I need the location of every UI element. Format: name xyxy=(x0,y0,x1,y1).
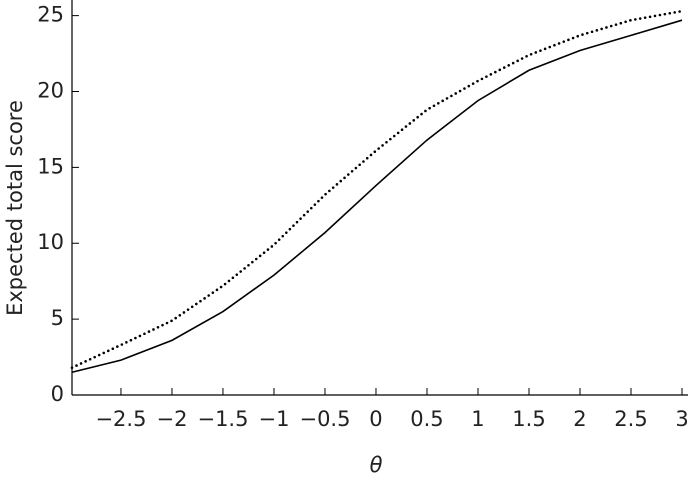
x-tick-label: 1.5 xyxy=(512,407,545,431)
x-tick-label: −2.5 xyxy=(95,407,146,431)
y-axis-label: Expected total score xyxy=(3,100,27,316)
x-tick-label: −2 xyxy=(156,407,187,431)
y-tick-label: 5 xyxy=(51,306,64,330)
x-tick-label: −0.5 xyxy=(299,407,350,431)
x-tick-label: −1.5 xyxy=(197,407,248,431)
x-tick-label: 2.5 xyxy=(614,407,647,431)
x-tick-label: 0.5 xyxy=(410,407,443,431)
line-series xyxy=(70,9,684,369)
line-series xyxy=(71,19,683,374)
y-tick-label: 20 xyxy=(37,78,64,102)
x-tick-label: 3 xyxy=(675,407,688,431)
y-tick-label: 25 xyxy=(37,3,64,27)
x-axis-label: θ xyxy=(370,453,383,477)
x-tick-label: 1 xyxy=(471,407,484,431)
x-tick-label: −1 xyxy=(258,407,289,431)
y-tick-label: 0 xyxy=(51,382,64,406)
y-tick-label: 10 xyxy=(37,230,64,254)
y-tick-label: 15 xyxy=(37,154,64,178)
x-tick-label: 2 xyxy=(573,407,586,431)
x-tick-label: 0 xyxy=(369,407,382,431)
